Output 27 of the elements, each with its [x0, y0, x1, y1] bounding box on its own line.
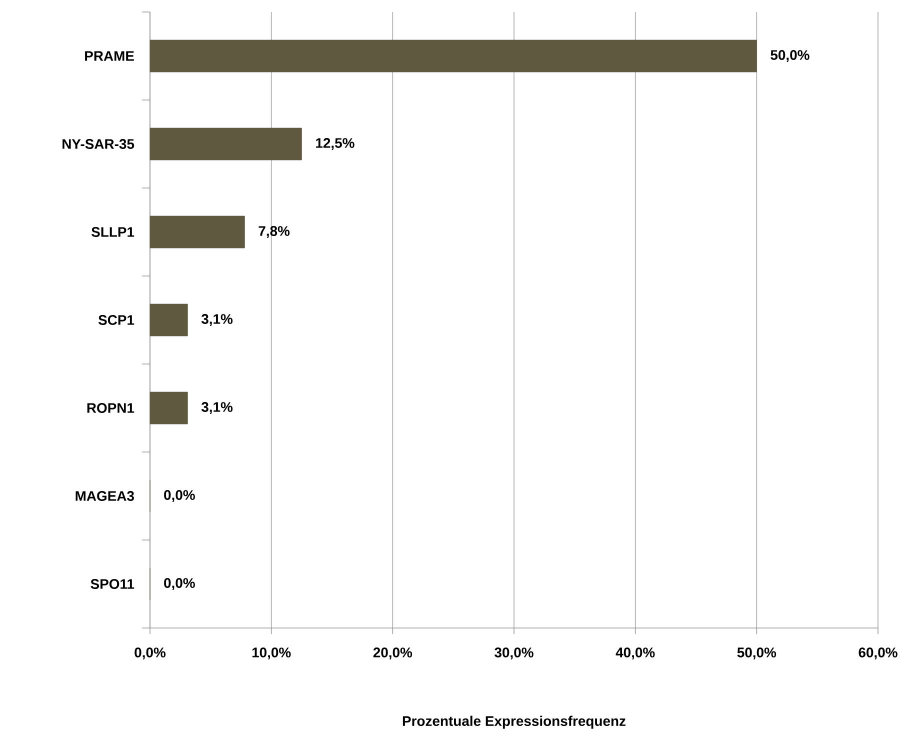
x-tick-label: 30,0% [494, 648, 534, 660]
bar [150, 216, 245, 248]
y-tick-label: SLLP1 [91, 227, 134, 237]
bar [150, 128, 302, 160]
x-tick-label: 10,0% [252, 648, 291, 660]
bar [150, 40, 757, 72]
y-tick-label: SCP1 [98, 315, 134, 325]
y-tick-label: ROPN1 [87, 403, 134, 413]
x-tick-label: 40,0% [616, 648, 655, 660]
y-tick-label: PRAME [85, 51, 134, 61]
data-label: 3,1% [201, 314, 233, 326]
data-label: 12,5% [316, 138, 354, 150]
data-label: 3,1% [201, 402, 233, 414]
data-label: 0,0% [164, 490, 195, 502]
x-tick-label: 50,0% [737, 648, 776, 660]
data-label: 0,0% [164, 578, 195, 590]
x-tick-label: 60,0% [858, 648, 898, 660]
bar [150, 304, 188, 336]
x-tick-label: 20,0% [373, 648, 412, 660]
y-tick-label: SPO11 [90, 579, 134, 589]
y-tick-label: NY-SAR-35 [62, 139, 134, 149]
bar [150, 392, 188, 424]
data-label: 7,8% [258, 226, 290, 238]
y-tick-label: MAGEA3 [76, 491, 134, 501]
data-label: 50,0% [770, 50, 810, 62]
x-axis-title: Prozentuale Expressionsfrequenz [402, 716, 626, 729]
x-tick-label: 0,0% [134, 648, 166, 660]
